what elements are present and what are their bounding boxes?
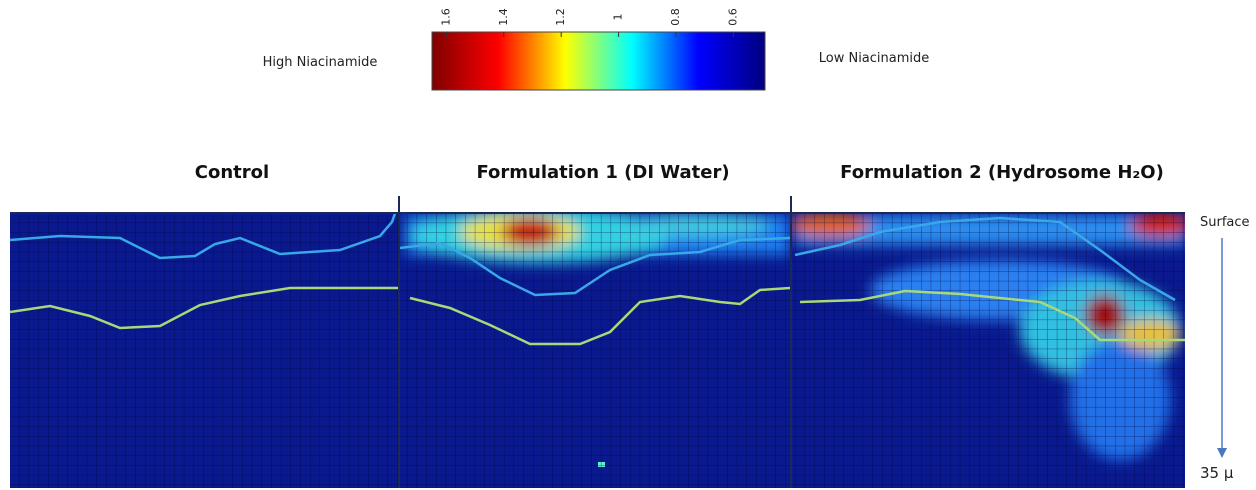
colorbar bbox=[432, 32, 765, 90]
surface-label: Surface bbox=[1200, 215, 1250, 230]
page: High Niacinamide Low Niacinamide Control… bbox=[0, 0, 1256, 490]
panel-title: Formulation 2 (Hydrosome H₂O) bbox=[840, 162, 1164, 183]
colorbar-tick-label: 1.2 bbox=[554, 8, 567, 26]
figure: High Niacinamide Low Niacinamide Control… bbox=[0, 0, 1256, 490]
colorbar-tick-label: 0.8 bbox=[669, 8, 682, 26]
high-label: High Niacinamide bbox=[263, 55, 378, 70]
colorbar-tick-label: 1.4 bbox=[497, 8, 510, 26]
heatmap-control bbox=[10, 205, 398, 488]
low-label: Low Niacinamide bbox=[819, 51, 930, 66]
colorbar-tick-label: 1 bbox=[612, 14, 625, 21]
panel-title: Control bbox=[195, 162, 269, 183]
heatmap-formulation-1 bbox=[400, 207, 790, 488]
colorbar-tick-label: 1.6 bbox=[439, 8, 452, 26]
heatmap-formulation-2 bbox=[790, 213, 1190, 488]
depth-label: 35 µ bbox=[1200, 464, 1234, 482]
panel-title: Formulation 1 (DI Water) bbox=[476, 162, 729, 183]
colorbar-tick-label: 0.6 bbox=[726, 8, 739, 26]
